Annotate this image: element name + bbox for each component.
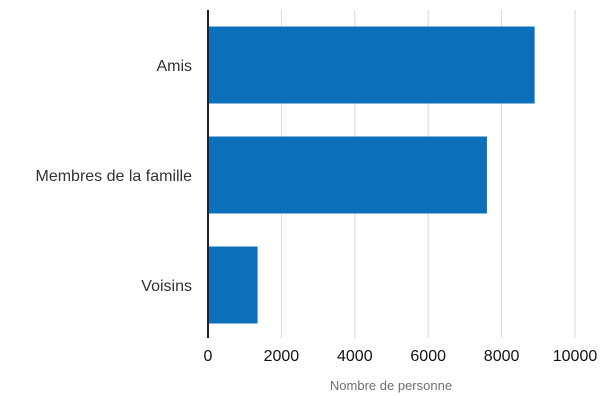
x-tick-label-6000: 6000 bbox=[410, 348, 446, 365]
x-tick-label-10000: 10000 bbox=[553, 348, 598, 365]
x-tick-label-8000: 8000 bbox=[484, 348, 520, 365]
bars bbox=[208, 26, 535, 324]
x-tick-labels: 0 2000 4000 6000 8000 10000 bbox=[204, 348, 598, 365]
category-labels: Amis Membres de la famille Voisins bbox=[36, 58, 193, 295]
x-tick-label-0: 0 bbox=[204, 348, 213, 365]
bar-voisins bbox=[208, 246, 258, 324]
category-label-membres-de-la-famille: Membres de la famille bbox=[36, 168, 193, 185]
category-label-amis: Amis bbox=[156, 58, 192, 75]
x-axis-title: Nombre de personne bbox=[330, 378, 452, 393]
bar-amis bbox=[208, 26, 535, 104]
x-tick-label-2000: 2000 bbox=[264, 348, 300, 365]
x-tick-label-4000: 4000 bbox=[337, 348, 373, 365]
category-label-voisins: Voisins bbox=[141, 278, 192, 295]
bar-membres-de-la-famille bbox=[208, 136, 487, 214]
